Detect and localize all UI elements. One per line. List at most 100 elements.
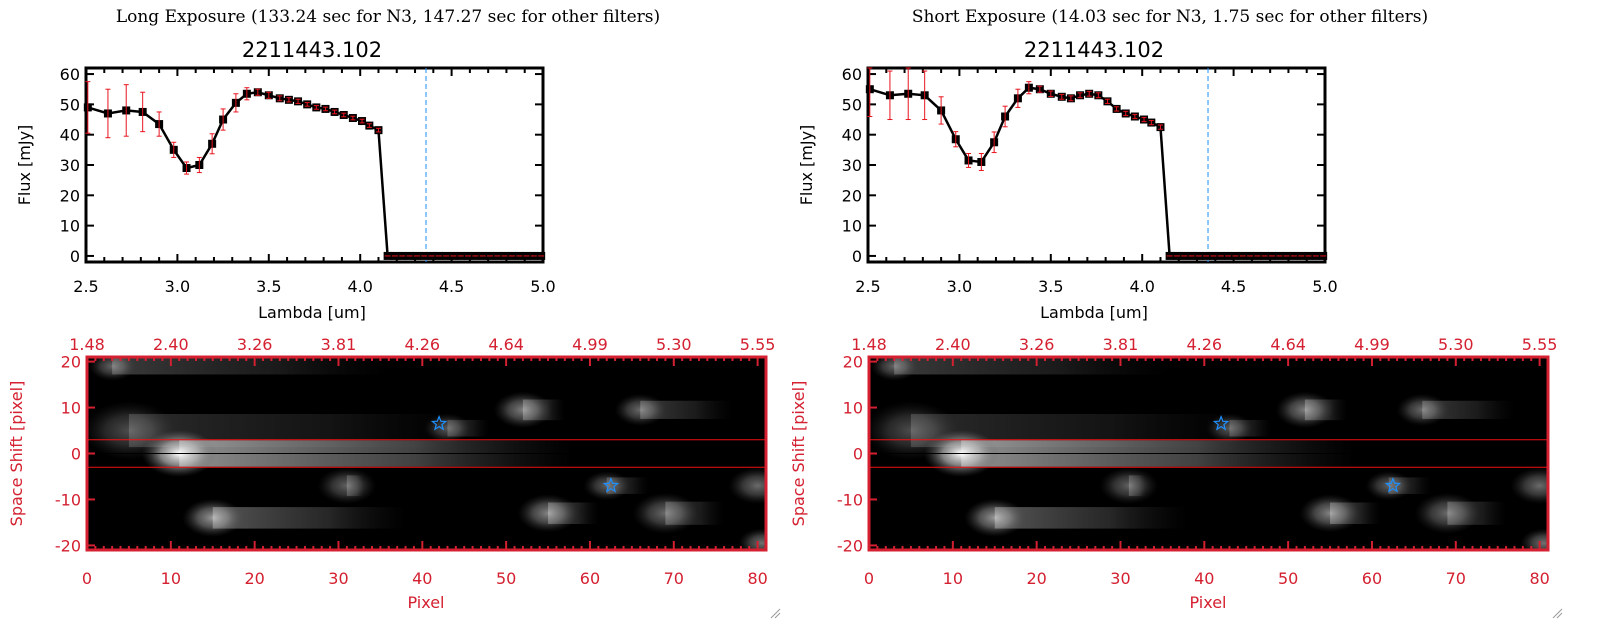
source-blob [1275,391,1335,429]
resize-grip-icon[interactable] [1552,608,1563,619]
source-trail [994,507,1188,529]
y-tick-label: 40 [60,126,80,145]
spectral-image: 0 10 20 30 40 50 60 70 80 1.48 2.40 3.26 3.81 4.26 4.6… [7,335,775,612]
grip-line [774,612,781,619]
y-tick-label: 20 [61,353,81,372]
wavelength-tick-label: 1.48 [851,335,887,354]
source-blob [493,391,553,429]
y-tick-label: -10 [55,490,81,509]
y-tick-label: 60 [842,65,862,84]
source-blob [614,393,667,427]
pixel-tick-label: 0 [864,569,874,588]
source-blob [88,357,136,381]
space-shift-axis-label: Space Shift [pixel] [789,381,808,527]
flux-line [87,90,542,258]
x-tick-label: 3.0 [165,277,190,296]
pixel-tick-label: 50 [496,569,516,588]
x-axis-label: Lambda [um] [258,303,366,322]
x-axis-label: Lambda [um] [1040,303,1148,322]
panel-title: Short Exposure (14.03 sec for N3, 1.75 s… [912,7,1428,27]
x-tick-label: 5.0 [1312,277,1337,296]
wavelength-tick-label: 1.48 [69,335,105,354]
wavelength-tick-label: 2.40 [153,335,189,354]
plot-frame [84,66,545,264]
star-marker-icon [430,414,448,431]
pixel-tick-label: 30 [1110,569,1130,588]
pixel-tick-label: 80 [1529,569,1549,588]
source-trail [894,357,1171,375]
source-blob [317,467,377,505]
y-tick-label: 10 [842,217,862,236]
wavelength-tick-label: 4.99 [1354,335,1390,354]
pixel-tick-label: 20 [244,569,264,588]
x-tick-label: 4.0 [347,277,372,296]
pixel-axis-label: Pixel [1189,593,1226,612]
y-tick-label: 10 [843,399,863,418]
source-blob [182,498,244,537]
wavelength-tick-label: 3.26 [1019,335,1055,354]
pixel-tick-label: 50 [1278,569,1298,588]
x-tick-label: 2.5 [73,277,98,296]
y-tick-label: 10 [61,399,81,418]
spectrum-plot: 2.5 3.0 3.5 4.0 4.5 5.0 0 10 20 30 40 50 60 Lambda [u… [797,65,1338,322]
spectral-image: 0 10 20 30 40 50 60 70 80 1.48 2.40 3.26 3.81 4.26 4.6… [789,335,1558,612]
wavelength-tick-label: 4.26 [404,335,440,354]
y-tick-label: 0 [70,247,80,266]
pixel-tick-label: 10 [161,569,181,588]
source-blob [728,467,766,505]
source-trail [212,507,406,529]
y-tick-label: 20 [842,186,862,205]
wavelength-tick-label: 2.40 [935,335,971,354]
grip-line [1552,608,1563,619]
source-blob [1299,494,1361,533]
long-exposure-panel: Long Exposure (133.24 sec for N3, 147.27… [7,7,781,619]
y-tick-label: 50 [842,95,862,114]
source-blob [870,357,918,381]
pixel-tick-label: 60 [580,569,600,588]
source-blob [632,492,699,534]
wavelength-tick-label: 5.30 [1438,335,1474,354]
x-tick-label: 4.0 [1129,277,1154,296]
panel-title: Long Exposure (133.24 sec for N3, 147.27… [116,7,660,27]
grip-line [1556,612,1563,619]
source-trail [128,413,465,448]
wavelength-tick-label: 3.81 [1103,335,1139,354]
y-tick-label: 60 [60,65,80,84]
source-blob [87,401,176,460]
source-blob [869,401,958,460]
source-blob [1396,393,1449,427]
wavelength-tick-label: 5.30 [656,335,692,354]
x-tick-label: 4.5 [1221,277,1246,296]
x-tick-label: 2.5 [855,277,880,296]
resize-grip-icon[interactable] [770,608,781,619]
source-blob [1510,467,1548,505]
source-blob [738,528,766,550]
pixel-tick-label: 60 [1362,569,1382,588]
x-tick-label: 4.5 [439,277,464,296]
object-id: 2211443.102 [242,38,382,62]
wavelength-tick-label: 4.64 [1270,335,1306,354]
source-blob [517,494,579,533]
wavelength-tick-label: 4.99 [572,335,608,354]
grip-line [770,608,781,619]
space-shift-axis-label: Space Shift [pixel] [7,381,26,527]
wavelength-tick-label: 3.81 [321,335,357,354]
pixel-tick-label: 40 [1194,569,1214,588]
y-tick-label: 10 [60,217,80,236]
wavelength-tick-label: 5.55 [1522,335,1558,354]
object-id: 2211443.102 [1024,38,1164,62]
source-blob [964,498,1026,537]
y-tick-label: 20 [60,186,80,205]
wavelength-tick-label: 3.26 [237,335,273,354]
y-tick-label: 0 [71,445,81,464]
wavelength-tick-label: 4.64 [488,335,524,354]
pixel-tick-label: 0 [82,569,92,588]
pixel-tick-label: 80 [747,569,767,588]
source-trail [910,413,1247,448]
pixel-tick-label: 20 [1026,569,1046,588]
spectrum-plot: 2.5 3.0 3.5 4.0 4.5 5.0 0 10 20 30 40 50 60 Lambda [u… [15,65,556,322]
y-tick-label: -20 [55,536,81,555]
y-tick-label: 40 [842,126,862,145]
star-marker-icon [1384,476,1402,493]
